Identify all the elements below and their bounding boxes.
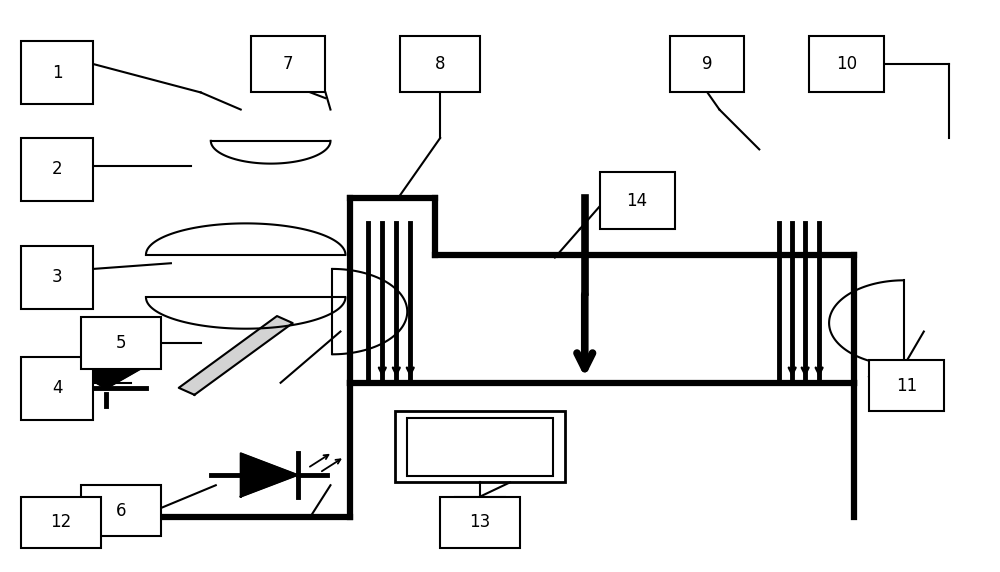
Text: 4: 4 <box>52 379 62 398</box>
Polygon shape <box>241 454 298 496</box>
Text: 5: 5 <box>116 334 126 352</box>
FancyBboxPatch shape <box>407 418 553 475</box>
Text: 12: 12 <box>51 513 72 531</box>
Text: 8: 8 <box>435 55 445 73</box>
FancyBboxPatch shape <box>21 496 101 548</box>
Text: 2: 2 <box>52 160 63 178</box>
FancyBboxPatch shape <box>600 172 675 229</box>
Text: 11: 11 <box>896 376 917 395</box>
Text: 10: 10 <box>836 55 857 73</box>
Polygon shape <box>179 316 293 395</box>
FancyBboxPatch shape <box>869 360 944 411</box>
Text: 9: 9 <box>702 55 712 73</box>
FancyBboxPatch shape <box>670 35 744 93</box>
Text: 7: 7 <box>283 55 293 73</box>
FancyBboxPatch shape <box>440 496 520 548</box>
FancyBboxPatch shape <box>21 41 93 104</box>
FancyBboxPatch shape <box>400 35 480 93</box>
Text: 14: 14 <box>627 192 648 209</box>
Text: 3: 3 <box>52 268 63 287</box>
FancyBboxPatch shape <box>395 411 565 482</box>
FancyBboxPatch shape <box>81 317 161 368</box>
Text: 13: 13 <box>469 513 491 531</box>
Text: 1: 1 <box>52 63 63 82</box>
Polygon shape <box>66 366 146 388</box>
FancyBboxPatch shape <box>21 357 93 420</box>
FancyBboxPatch shape <box>81 485 161 537</box>
FancyBboxPatch shape <box>21 138 93 201</box>
Text: 6: 6 <box>116 502 126 520</box>
FancyBboxPatch shape <box>21 246 93 309</box>
FancyBboxPatch shape <box>809 35 884 93</box>
FancyBboxPatch shape <box>251 35 325 93</box>
